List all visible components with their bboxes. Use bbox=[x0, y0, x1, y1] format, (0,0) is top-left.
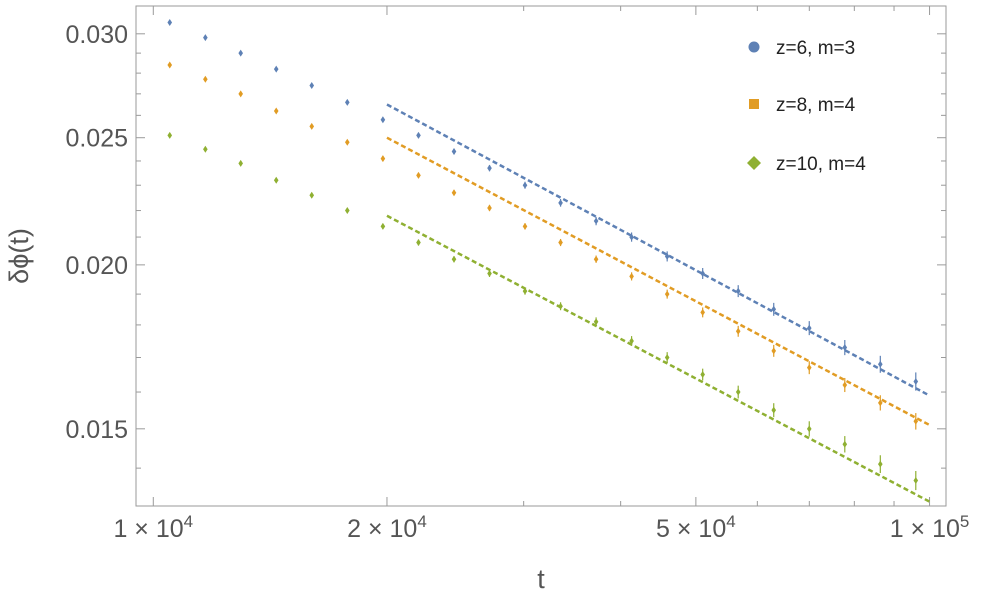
data-point bbox=[309, 81, 315, 89]
x-tick-label: 1 × 104 bbox=[113, 512, 193, 543]
legend-marker-circle bbox=[748, 41, 760, 53]
data-point bbox=[700, 371, 705, 379]
data-point bbox=[842, 381, 848, 389]
data-point bbox=[878, 460, 883, 468]
data-point bbox=[771, 347, 777, 355]
data-point bbox=[629, 272, 634, 280]
data-point bbox=[167, 131, 173, 139]
data-point bbox=[593, 255, 599, 263]
fit-line bbox=[386, 103, 931, 397]
y-tick-label: 0.025 bbox=[65, 125, 128, 153]
data-point bbox=[735, 287, 741, 295]
data-point bbox=[345, 98, 350, 106]
data-point bbox=[522, 181, 528, 189]
data-point bbox=[487, 164, 492, 172]
data-point bbox=[380, 222, 386, 230]
data-point bbox=[629, 233, 634, 241]
data-point bbox=[593, 318, 599, 326]
data-point bbox=[558, 199, 563, 207]
data-point bbox=[522, 287, 528, 295]
data-point bbox=[487, 269, 492, 277]
data-point bbox=[309, 191, 315, 199]
data-point bbox=[806, 324, 812, 332]
x-tick-label: 2 × 104 bbox=[347, 512, 427, 543]
data-point bbox=[451, 255, 457, 263]
data-point bbox=[238, 90, 244, 98]
data-point bbox=[203, 145, 208, 153]
data-point bbox=[203, 34, 208, 42]
data-point bbox=[273, 107, 279, 115]
legend-label: z=10, m=4 bbox=[776, 154, 866, 175]
data-point bbox=[416, 239, 421, 247]
data-point bbox=[238, 159, 244, 167]
legend-marker-square bbox=[749, 99, 759, 109]
data-point bbox=[451, 148, 457, 156]
data-point bbox=[416, 131, 421, 139]
data-point bbox=[664, 353, 670, 361]
fit-line bbox=[386, 214, 931, 503]
data-point bbox=[913, 377, 919, 385]
data-point bbox=[842, 440, 848, 448]
x-tick-label: 5 × 104 bbox=[656, 512, 736, 543]
y-axis-label: δϕ(t) bbox=[4, 228, 34, 284]
data-point bbox=[878, 360, 883, 368]
data-point bbox=[203, 75, 208, 83]
data-point bbox=[913, 417, 919, 425]
data-point bbox=[771, 406, 777, 414]
data-point bbox=[487, 204, 492, 212]
data-point bbox=[345, 138, 350, 146]
y-tick-label: 0.015 bbox=[65, 416, 128, 444]
data-point bbox=[416, 171, 421, 179]
data-point bbox=[806, 364, 812, 372]
data-point bbox=[700, 269, 705, 277]
axis-ticks: 0.015 0.020 0.025 0.030 1 × 104 2 × 104 5 × 10… bbox=[65, 6, 969, 543]
x-tick-label: 1 × 105 bbox=[890, 512, 970, 543]
plot-frame bbox=[135, 5, 947, 507]
data-point bbox=[806, 425, 812, 433]
data-point bbox=[735, 388, 741, 396]
data-point bbox=[558, 302, 563, 310]
data-point bbox=[273, 176, 279, 184]
legend-label: z=8, m=4 bbox=[776, 95, 856, 116]
data-point bbox=[913, 476, 919, 484]
data-point bbox=[167, 61, 173, 69]
fit-line bbox=[386, 136, 931, 427]
y-tick-label: 0.030 bbox=[65, 21, 128, 49]
data-point bbox=[522, 222, 528, 230]
legend: z=6, m=3 z=8, m=4 z=10, m=4 bbox=[747, 38, 866, 175]
data-point bbox=[345, 207, 350, 215]
legend-label: z=6, m=3 bbox=[776, 38, 855, 59]
data-point bbox=[273, 65, 279, 73]
data-point bbox=[700, 308, 705, 316]
x-axis-label: t bbox=[537, 564, 545, 594]
data-point bbox=[451, 189, 457, 197]
data-point bbox=[238, 49, 244, 57]
data-point bbox=[664, 252, 670, 260]
data-point bbox=[842, 344, 848, 352]
data-point bbox=[167, 19, 173, 27]
data-point bbox=[380, 155, 386, 163]
data-point bbox=[771, 305, 777, 313]
data-point bbox=[558, 239, 563, 247]
data-point bbox=[380, 116, 386, 124]
data-point bbox=[878, 399, 883, 407]
data-point bbox=[309, 122, 315, 130]
data-point bbox=[629, 337, 634, 345]
fit-lines bbox=[386, 103, 931, 503]
data-point bbox=[735, 327, 741, 335]
y-tick-label: 0.020 bbox=[65, 252, 128, 280]
legend-marker-diamond bbox=[747, 156, 761, 170]
data-point bbox=[593, 217, 599, 225]
data-point bbox=[664, 290, 670, 298]
data-points bbox=[167, 19, 919, 491]
